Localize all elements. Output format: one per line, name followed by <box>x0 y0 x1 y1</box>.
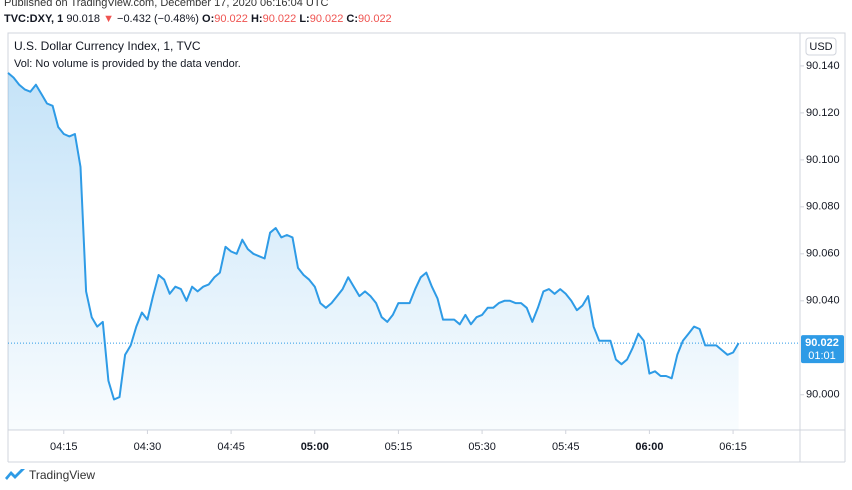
last-price-tag <box>801 335 844 364</box>
x-tick-label: 04:15 <box>50 441 78 453</box>
ohlc-label: L: <box>299 13 309 25</box>
y-tick-label: 90.000 <box>806 389 840 401</box>
x-tick-label: 06:00 <box>635 441 663 453</box>
ohlc-value: 90.022 <box>263 13 297 25</box>
y-tick-label: 90.120 <box>806 107 840 119</box>
ohlc-value: 90.022 <box>214 13 248 25</box>
x-tick-label: 04:30 <box>134 441 162 453</box>
chart-subtitle: Vol: No volume is provided by the data v… <box>14 58 241 70</box>
area <box>8 72 739 431</box>
ohlc-label: C: <box>346 13 358 25</box>
logo <box>5 469 25 480</box>
currency-box[interactable] <box>805 37 837 56</box>
chart-title: U.S. Dollar Currency Index, 1, TVC <box>14 39 201 53</box>
y-tick-label: 90.140 <box>806 60 840 72</box>
x-tick-label: 05:45 <box>552 441 580 453</box>
x-tick-label: 05:00 <box>301 441 329 453</box>
last-price-label: 90.022 <box>805 337 839 349</box>
currency[interactable]: USD <box>809 41 832 53</box>
ohlc-value: 90.022 <box>358 13 392 25</box>
ohlc-value: 90.022 <box>310 13 344 25</box>
x-tick-label: 05:30 <box>468 441 496 453</box>
countdown: 01:01 <box>808 350 836 362</box>
y-tick-label: 90.060 <box>806 248 840 260</box>
down-arrow: ▼ <box>100 13 117 25</box>
y-tick-label: 90.100 <box>806 154 840 166</box>
ohlc-label: H: <box>251 13 263 25</box>
change: −0.432 (−0.48%) <box>117 13 199 25</box>
y-tick-label: 90.080 <box>806 201 840 213</box>
line <box>7 72 740 401</box>
footer-brand: TradingView <box>29 468 95 482</box>
close: 90.018 <box>66 13 100 25</box>
x-tick-label: 05:15 <box>385 441 413 453</box>
x-tick-label: 04:45 <box>217 441 245 453</box>
y-tick-label: 90.040 <box>806 295 840 307</box>
symbol: TVC:DXY, 1 <box>4 13 63 25</box>
header: TVC:DXY, 1 90.018 ▼ −0.432 (−0.48%) O:90… <box>4 13 392 25</box>
published: Published on TradingView.com, December 1… <box>4 0 329 9</box>
x-tick-label: 06:15 <box>719 441 747 453</box>
ohlc-label: O: <box>202 13 214 25</box>
